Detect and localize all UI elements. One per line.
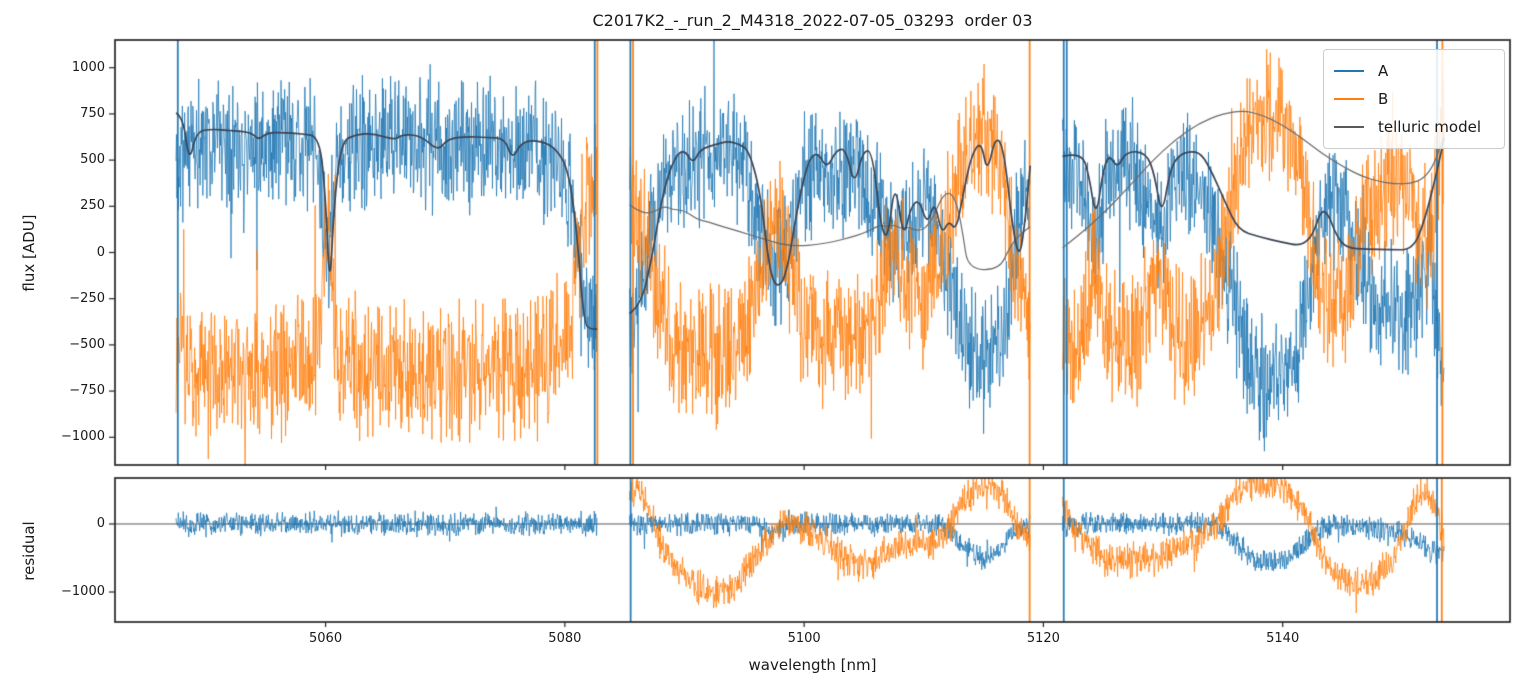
residual-plot-area <box>115 478 1510 622</box>
plot-title: C2017K2_-_run_2_M4318_2022-07-05_03293 o… <box>592 11 1033 30</box>
xtick-label-5120: 5120 <box>1026 631 1060 646</box>
legend: A B telluric model <box>1323 49 1505 149</box>
flux-ytick-label-−250: −250 <box>69 290 105 306</box>
flux-plot-area <box>115 40 1510 465</box>
flux-ytick-label-−500: −500 <box>69 336 105 352</box>
xtick-label-5100: 5100 <box>787 631 821 646</box>
legend-label-telluric: telluric model <box>1378 118 1482 136</box>
flux-ytick-label-0: 0 <box>96 244 105 260</box>
flux-ytick-label-−750: −750 <box>69 383 105 399</box>
xtick-label-5080: 5080 <box>548 631 582 646</box>
legend-line-b-icon <box>1334 98 1364 100</box>
flux-y-axis-label: flux [ADU] <box>20 214 38 292</box>
residual-ytick-label-−1000: −1000 <box>61 584 105 599</box>
flux-ytick-label-1000: 1000 <box>71 59 105 75</box>
legend-line-telluric-icon <box>1334 126 1364 128</box>
legend-label-b: B <box>1378 90 1389 108</box>
flux-ytick-label-750: 750 <box>80 105 105 121</box>
xtick-label-5060: 5060 <box>309 631 343 646</box>
legend-label-a: A <box>1378 62 1389 80</box>
legend-entry-b: B <box>1334 85 1494 113</box>
residual-y-axis-label: residual <box>20 521 38 581</box>
residual-ytick-label-0: 0 <box>96 515 105 531</box>
flux-ytick-label-500: 500 <box>80 152 105 168</box>
legend-entry-telluric: telluric model <box>1334 113 1494 141</box>
xtick-label-5140: 5140 <box>1266 631 1300 646</box>
legend-entry-a: A <box>1334 57 1494 85</box>
flux-ytick-label-250: 250 <box>80 198 105 214</box>
x-axis-label: wavelength [nm] <box>748 656 877 674</box>
flux-ytick-label-−1000: −1000 <box>61 429 105 445</box>
legend-line-a-icon <box>1334 70 1364 72</box>
